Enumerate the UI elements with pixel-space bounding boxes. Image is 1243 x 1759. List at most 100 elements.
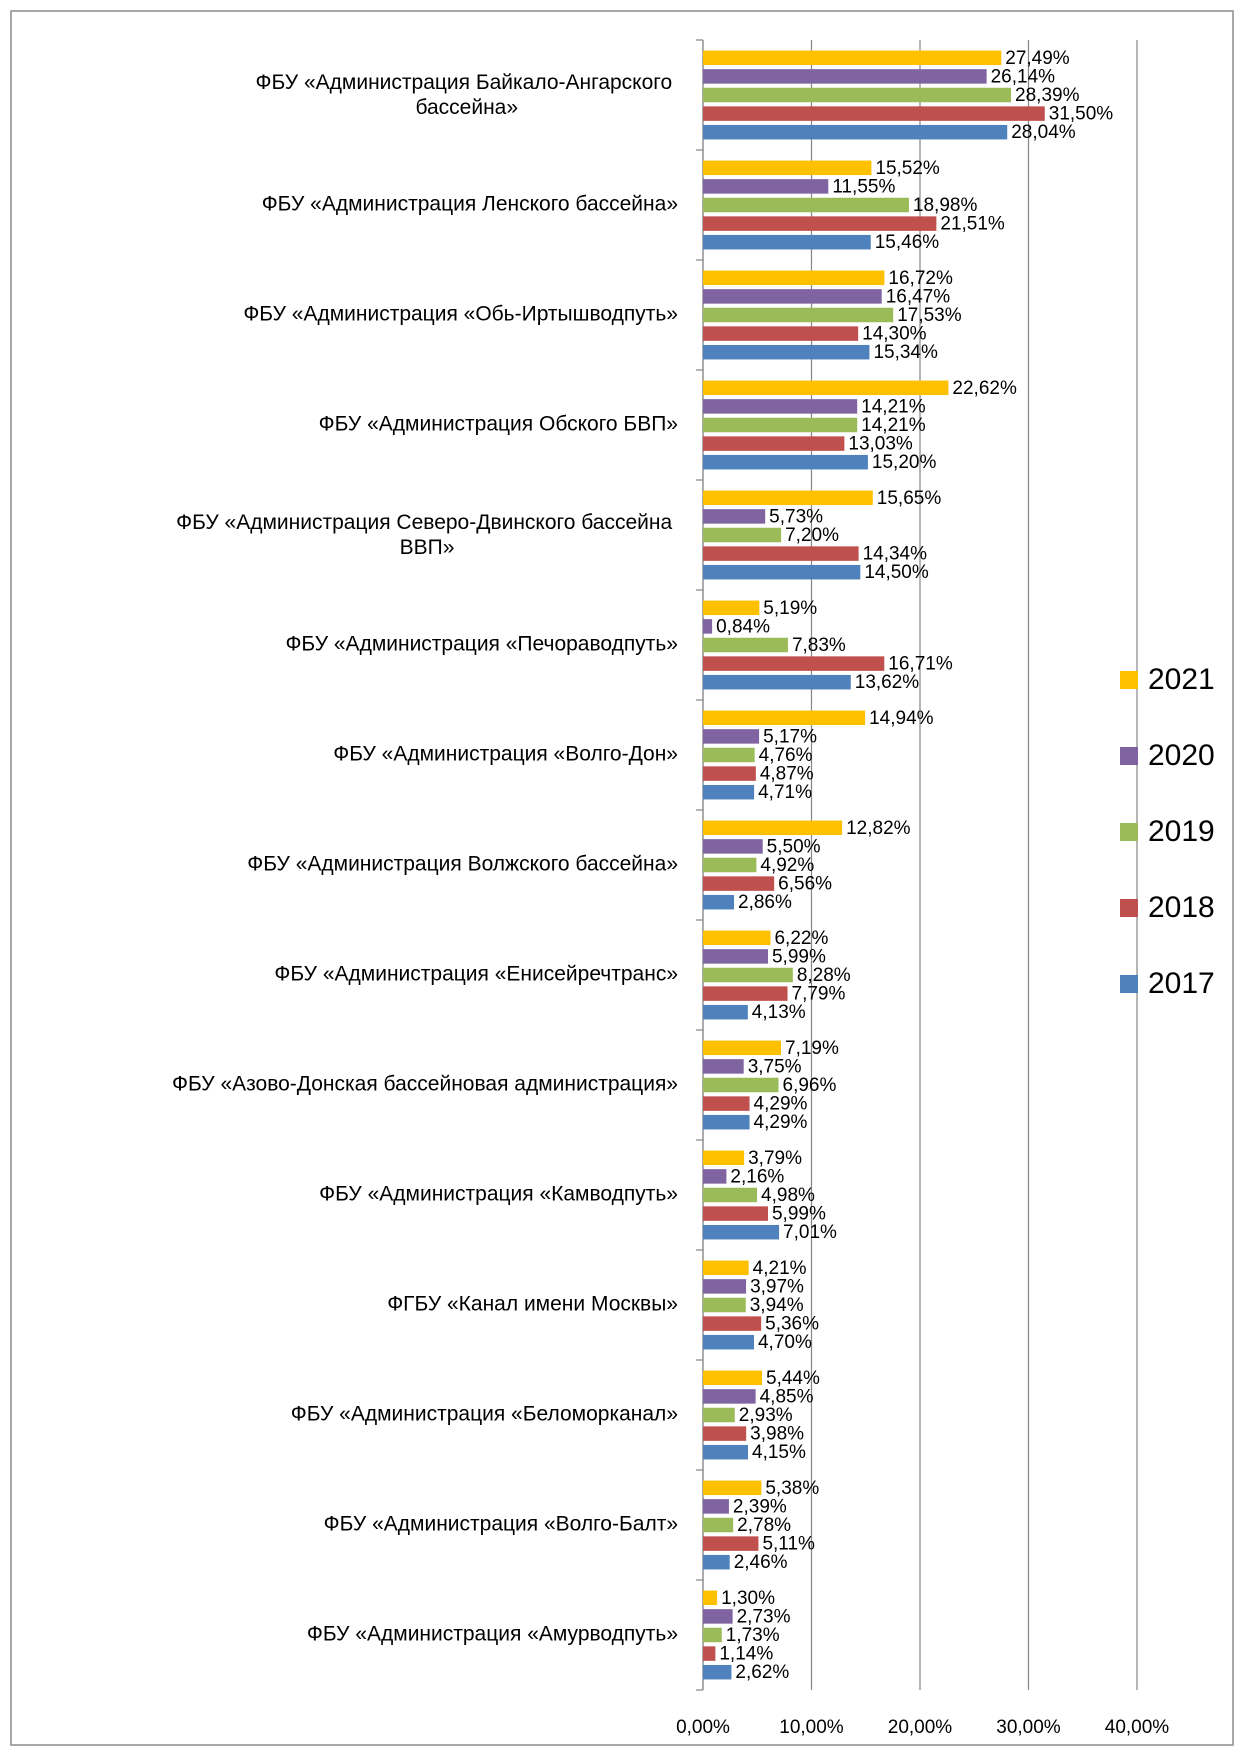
value-label: 4,71% bbox=[758, 782, 812, 803]
value-label: 15,46% bbox=[875, 232, 940, 253]
bar bbox=[703, 527, 782, 543]
value-label: 5,50% bbox=[767, 836, 821, 857]
bar bbox=[703, 1150, 745, 1166]
bar bbox=[703, 160, 872, 176]
value-label: 5,99% bbox=[772, 1204, 826, 1225]
bar bbox=[703, 307, 894, 323]
value-label: 2,73% bbox=[737, 1606, 791, 1627]
value-label: 4,15% bbox=[752, 1442, 806, 1463]
value-label: 15,34% bbox=[873, 342, 938, 363]
value-label: 14,94% bbox=[869, 708, 934, 729]
value-label: 2,46% bbox=[734, 1552, 788, 1573]
category-label: ФБУ «Администрация Волжского бассейна» bbox=[247, 853, 678, 876]
value-label: 31,50% bbox=[1049, 104, 1114, 125]
bar bbox=[703, 1004, 748, 1020]
value-label: 3,79% bbox=[748, 1148, 802, 1169]
legend-swatch bbox=[1120, 747, 1138, 765]
bar bbox=[703, 197, 909, 213]
value-label: 3,75% bbox=[748, 1056, 802, 1077]
legend-label: 2017 bbox=[1148, 967, 1215, 1000]
bar bbox=[703, 87, 1012, 103]
bar bbox=[703, 930, 771, 946]
category-label-line: ФБУ «Администрация Северо-Двинского басс… bbox=[176, 511, 678, 534]
bar bbox=[703, 967, 793, 983]
legend-label: 2020 bbox=[1148, 739, 1215, 772]
bar bbox=[703, 509, 766, 524]
value-label: 5,99% bbox=[772, 946, 826, 967]
category-label: ФБУ «Администрация «Обь-Иртышводпуть» bbox=[243, 303, 678, 326]
bar bbox=[703, 1114, 750, 1130]
bar bbox=[703, 1096, 750, 1111]
value-label: 7,83% bbox=[792, 635, 846, 656]
value-label: 15,20% bbox=[872, 452, 937, 473]
bar bbox=[703, 490, 873, 506]
value-label: 1,73% bbox=[726, 1625, 780, 1646]
bar bbox=[703, 656, 885, 671]
bar bbox=[703, 289, 882, 304]
bar bbox=[703, 820, 843, 836]
value-label: 16,47% bbox=[886, 286, 951, 307]
x-tick-label: 0,00% bbox=[676, 1717, 730, 1738]
category-label: ФБУ «Администрация «Волго-Дон» bbox=[333, 743, 678, 766]
value-label: 11,55% bbox=[832, 176, 895, 197]
bar bbox=[703, 417, 858, 433]
bar bbox=[703, 1316, 762, 1331]
value-label: 5,19% bbox=[763, 598, 817, 619]
category-label: ФБУ «Администрация «Енисейречтранс» bbox=[274, 963, 678, 986]
value-label: 21,51% bbox=[940, 214, 1005, 235]
bar bbox=[703, 1499, 729, 1514]
bar bbox=[703, 564, 861, 580]
bar bbox=[703, 50, 1002, 66]
category-label-line: бассейна» bbox=[415, 96, 518, 119]
value-label: 2,62% bbox=[735, 1662, 789, 1683]
value-label: 4,70% bbox=[758, 1332, 812, 1353]
x-tick-label: 30,00% bbox=[996, 1717, 1061, 1738]
bar bbox=[703, 1279, 747, 1294]
bar bbox=[703, 1370, 763, 1386]
bar bbox=[703, 766, 756, 781]
legend-label: 2019 bbox=[1148, 815, 1215, 848]
legend-swatch bbox=[1120, 823, 1138, 841]
category-label: ФБУ «Администрация Ленского бассейна» bbox=[262, 193, 678, 216]
value-label: 2,86% bbox=[738, 892, 792, 913]
category-label: ФБУ «Администрация «Камводпуть» bbox=[319, 1183, 678, 1206]
value-label: 15,65% bbox=[877, 488, 942, 509]
value-label: 4,85% bbox=[760, 1386, 814, 1407]
value-label: 5,44% bbox=[766, 1368, 820, 1389]
bar bbox=[703, 1627, 722, 1643]
value-label: 4,13% bbox=[752, 1002, 806, 1023]
value-label: 2,16% bbox=[730, 1166, 784, 1187]
bar bbox=[703, 1077, 779, 1093]
bar bbox=[703, 1224, 780, 1240]
value-label: 4,87% bbox=[760, 764, 814, 785]
value-label: 1,14% bbox=[719, 1644, 773, 1665]
value-label: 3,94% bbox=[750, 1295, 804, 1316]
value-label: 6,56% bbox=[778, 874, 832, 895]
bar bbox=[703, 380, 949, 396]
bar bbox=[703, 399, 858, 414]
value-label: 14,50% bbox=[864, 562, 929, 583]
legend-swatch bbox=[1120, 975, 1138, 993]
bar bbox=[703, 1517, 734, 1533]
bar bbox=[703, 1260, 749, 1276]
value-label: 7,01% bbox=[783, 1222, 837, 1243]
bar bbox=[703, 436, 845, 451]
chart-border bbox=[10, 10, 1234, 1746]
bar bbox=[703, 1444, 749, 1460]
x-tick-label: 20,00% bbox=[888, 1717, 953, 1738]
value-label: 16,71% bbox=[888, 654, 953, 675]
bar bbox=[703, 747, 755, 763]
bar bbox=[703, 619, 713, 634]
bar bbox=[703, 1646, 716, 1661]
bar bbox=[703, 857, 757, 873]
value-label: 4,92% bbox=[760, 855, 814, 876]
bar bbox=[703, 839, 763, 854]
bar bbox=[703, 894, 735, 910]
value-label: 7,19% bbox=[785, 1038, 839, 1059]
value-label: 2,78% bbox=[737, 1515, 791, 1536]
value-label: 16,72% bbox=[888, 268, 953, 289]
bar bbox=[703, 986, 788, 1001]
bar bbox=[703, 1536, 759, 1551]
bar bbox=[703, 1664, 732, 1680]
value-label: 5,36% bbox=[765, 1314, 819, 1335]
